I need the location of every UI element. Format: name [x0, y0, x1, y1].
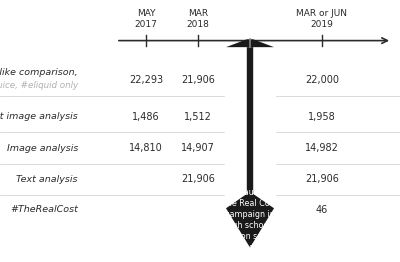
Text: #TheRealCost: #TheRealCost	[10, 205, 78, 214]
Text: Text analysis: Text analysis	[16, 175, 78, 184]
Text: Instagram like comparison,: Instagram like comparison,	[0, 68, 78, 77]
Text: 14,982: 14,982	[305, 143, 339, 153]
Text: 21,906: 21,906	[181, 174, 215, 184]
Text: 46: 46	[316, 205, 328, 215]
Text: MAR
2018: MAR 2018	[186, 9, 210, 29]
Text: 21,906: 21,906	[181, 75, 215, 85]
Text: 14,907: 14,907	[181, 143, 215, 153]
Text: 22,293: 22,293	[129, 75, 163, 85]
Text: Image analysis: Image analysis	[7, 144, 78, 152]
Text: MAY
2017: MAY 2017	[134, 9, 158, 29]
Text: MAR or JUN
2019: MAR or JUN 2019	[296, 9, 348, 29]
Text: SEP
2018: SEP 2018	[238, 9, 262, 29]
Text: 14,810: 14,810	[129, 143, 163, 153]
Text: FDA launches
The Real Cost
campaign in
high schools
and on social
media.: FDA launches The Real Cost campaign in h…	[222, 188, 278, 252]
Text: 1,958: 1,958	[308, 112, 336, 122]
Polygon shape	[226, 39, 274, 47]
Text: 21,906: 21,906	[305, 174, 339, 184]
Text: 1,512: 1,512	[184, 112, 212, 122]
Text: #ejuice, #eliquid only: #ejuice, #eliquid only	[0, 81, 78, 90]
Text: Proof-of-concept image analysis: Proof-of-concept image analysis	[0, 112, 78, 121]
Text: 1,486: 1,486	[132, 112, 160, 122]
Polygon shape	[226, 47, 274, 248]
Text: 22,000: 22,000	[305, 75, 339, 85]
